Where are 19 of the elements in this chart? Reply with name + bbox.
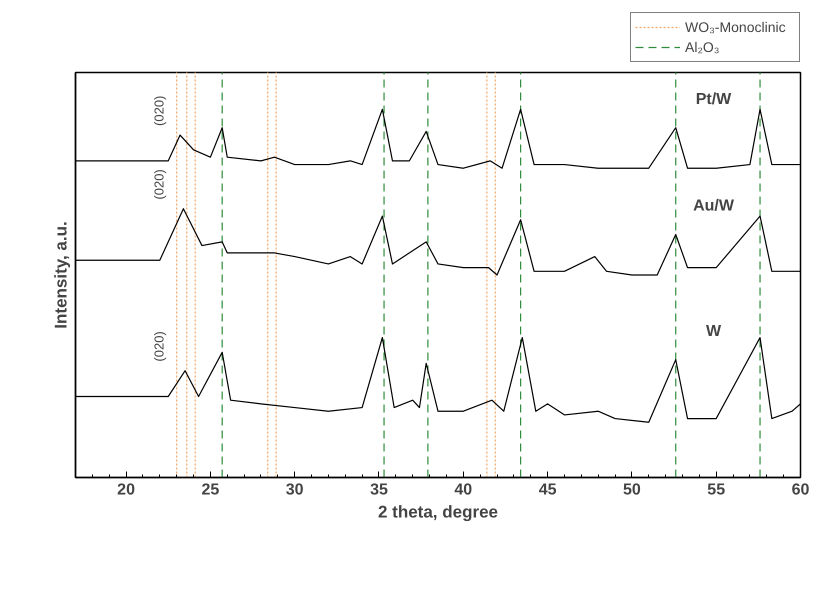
annotation: (020) <box>151 331 166 362</box>
legend-label: WO₃-Monoclinic <box>685 19 787 35</box>
x-tick-label: 60 <box>792 482 810 498</box>
x-tick-label: 45 <box>538 482 557 498</box>
y-axis-title: Intensity, a.u. <box>52 221 70 329</box>
series-label: Au/W <box>693 198 735 215</box>
x-tick-label: 20 <box>117 482 136 498</box>
x-tick-label: 30 <box>286 482 304 498</box>
legend-label: Al₂O₃ <box>685 39 720 55</box>
text: W <box>706 322 722 340</box>
x-axis-title: 2 theta, degree <box>378 502 498 522</box>
x-tick-label: 55 <box>707 482 726 498</box>
annotation: (020) <box>151 96 166 126</box>
x-tick-label: 35 <box>370 482 388 498</box>
x-tick-label: 40 <box>454 482 472 498</box>
x-tick-label: 50 <box>622 482 641 498</box>
annotation: (020) <box>151 169 166 200</box>
series-label: Pt/W <box>696 90 732 108</box>
x-tick-label: 25 <box>201 482 220 498</box>
